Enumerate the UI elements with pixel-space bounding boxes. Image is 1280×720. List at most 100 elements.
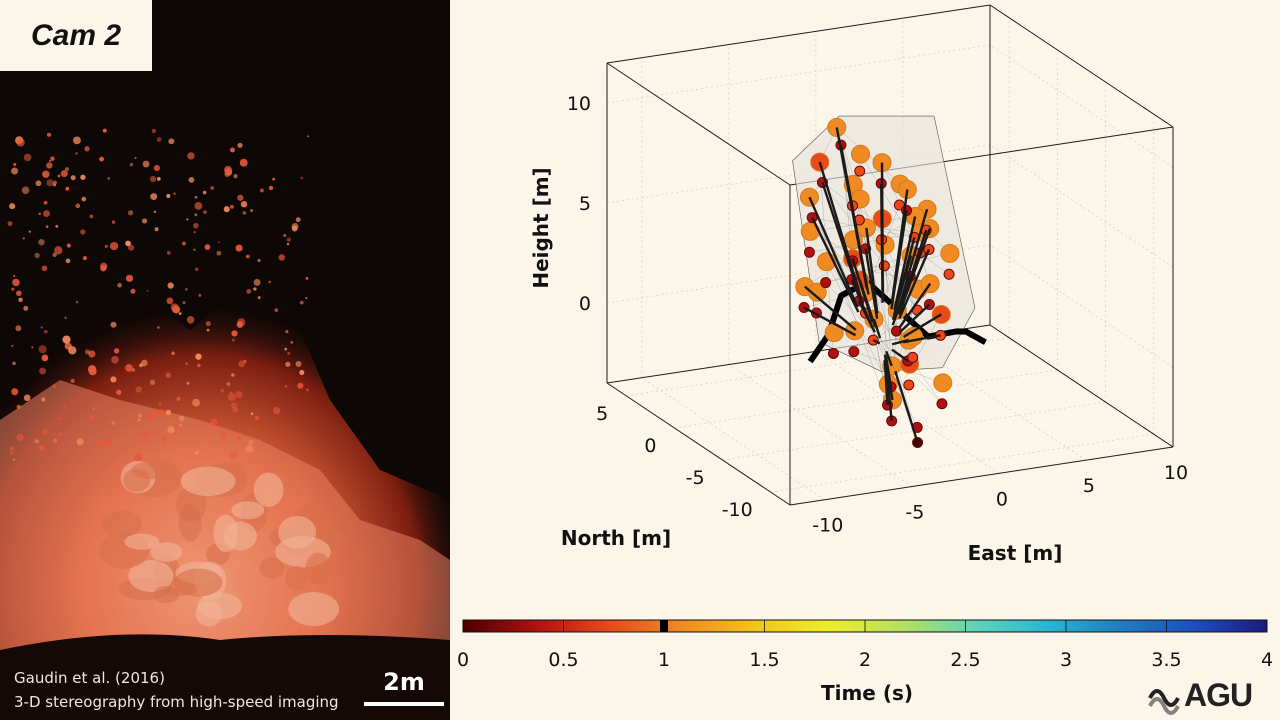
trajectory-stem bbox=[804, 285, 857, 331]
lava-spatter bbox=[49, 159, 52, 163]
lava-spatter bbox=[41, 265, 48, 272]
lava-spatter bbox=[45, 225, 49, 229]
lava-spatter bbox=[157, 409, 166, 417]
lava-spatter bbox=[23, 394, 31, 402]
lava-spatter bbox=[299, 370, 305, 376]
lava-spatter bbox=[193, 222, 199, 229]
lava-spatter bbox=[84, 146, 90, 152]
lava-spatter bbox=[41, 354, 49, 362]
lava-spatter bbox=[273, 407, 281, 415]
lava-spatter bbox=[62, 335, 71, 344]
lava-spatter bbox=[246, 254, 251, 259]
lava-spatter bbox=[284, 347, 288, 351]
lava-blob bbox=[174, 568, 223, 597]
lava-spatter bbox=[146, 289, 149, 292]
lava-spatter bbox=[62, 403, 66, 407]
lava-spatter bbox=[46, 162, 53, 169]
lava-spatter bbox=[125, 364, 133, 372]
lava-spatter bbox=[167, 282, 174, 289]
particle-point bbox=[931, 304, 951, 324]
lava-blob bbox=[150, 542, 183, 562]
lava-spatter bbox=[257, 258, 261, 263]
lava-spatter bbox=[158, 402, 162, 406]
lava-spatter bbox=[75, 151, 79, 155]
trajectory-stem bbox=[890, 210, 908, 310]
lava-spatter bbox=[16, 404, 21, 410]
lava-spatter bbox=[285, 330, 289, 334]
lava-spatter bbox=[11, 344, 14, 348]
lava-spatter bbox=[34, 252, 40, 259]
lava-spatter bbox=[193, 248, 196, 251]
lava-spatter bbox=[154, 227, 159, 232]
lava-spatter bbox=[23, 153, 32, 162]
lava-spatter bbox=[156, 177, 161, 181]
trajectory-stem bbox=[839, 144, 870, 295]
lava-spatter bbox=[285, 361, 291, 367]
lava-spatter bbox=[12, 278, 20, 287]
lava-spatter bbox=[231, 330, 238, 337]
lava-spatter bbox=[43, 200, 48, 205]
lava-spatter bbox=[231, 373, 235, 377]
lava-spatter bbox=[18, 297, 23, 303]
agu-wordmark: AGU bbox=[1184, 677, 1253, 713]
particle-point bbox=[903, 379, 915, 391]
height-axis-label: Height [m] bbox=[529, 167, 553, 288]
lava-spatter bbox=[153, 164, 161, 172]
lava-spatter bbox=[194, 451, 199, 455]
lava-spatter bbox=[125, 240, 131, 247]
lava-spatter bbox=[188, 177, 195, 183]
lava-spatter bbox=[52, 384, 56, 388]
lava-spatter bbox=[305, 276, 309, 280]
lava-spatter bbox=[131, 368, 136, 372]
lava-spatter bbox=[11, 388, 19, 396]
trajectory-stem bbox=[865, 227, 879, 314]
colorbar-tick-label: 1 bbox=[658, 649, 670, 671]
lava-spatter bbox=[245, 444, 254, 453]
lava-spatter bbox=[220, 388, 225, 393]
trajectory-stem bbox=[880, 183, 884, 303]
particle-point bbox=[940, 243, 960, 263]
lava-spatter bbox=[248, 439, 254, 445]
lava-spatter bbox=[23, 305, 29, 311]
colorbar-current-time-marker bbox=[660, 620, 668, 632]
lava-spatter bbox=[153, 210, 157, 214]
lava-spatter bbox=[268, 185, 274, 191]
lava-spatter bbox=[236, 321, 244, 328]
lava-spatter bbox=[300, 176, 304, 180]
trajectory-stem bbox=[902, 313, 942, 338]
lava-spatter bbox=[259, 188, 264, 193]
lava-spatter bbox=[235, 390, 243, 399]
particle-point bbox=[851, 144, 871, 164]
lava-spatter bbox=[217, 241, 220, 244]
lava-spatter bbox=[203, 210, 207, 214]
height-tick-label: 10 bbox=[567, 93, 591, 115]
lava-blob bbox=[285, 565, 308, 591]
lava-spatter bbox=[274, 308, 279, 312]
lava-spatter bbox=[216, 250, 222, 256]
lava-spatter bbox=[224, 165, 232, 174]
lava-spatter bbox=[171, 351, 175, 355]
lava-spatter bbox=[84, 349, 90, 355]
lava-spatter bbox=[46, 179, 54, 187]
lava-spatter bbox=[219, 430, 228, 439]
lava-spatter bbox=[60, 170, 68, 178]
north-tick-label: -5 bbox=[686, 467, 705, 489]
lava-spatter bbox=[141, 431, 149, 439]
lava-spatter bbox=[166, 194, 171, 199]
lava-spatter bbox=[192, 398, 201, 407]
trajectory-stem bbox=[821, 182, 864, 304]
lava-spatter bbox=[287, 351, 291, 355]
lava-spatter bbox=[187, 152, 195, 160]
lava-spatter bbox=[160, 435, 167, 442]
lava-spatter bbox=[150, 193, 158, 201]
lava-spatter bbox=[237, 142, 243, 148]
lava-spatter bbox=[149, 411, 157, 419]
trajectory-stem bbox=[893, 216, 917, 311]
lava-spatter bbox=[68, 346, 77, 355]
lava-blob bbox=[152, 586, 180, 604]
lava-spatter bbox=[142, 160, 150, 168]
lava-spatter bbox=[46, 132, 52, 137]
east-tick-label: 5 bbox=[1083, 475, 1095, 497]
east-axis-label: East [m] bbox=[968, 541, 1063, 565]
lava-spatter bbox=[16, 138, 25, 147]
